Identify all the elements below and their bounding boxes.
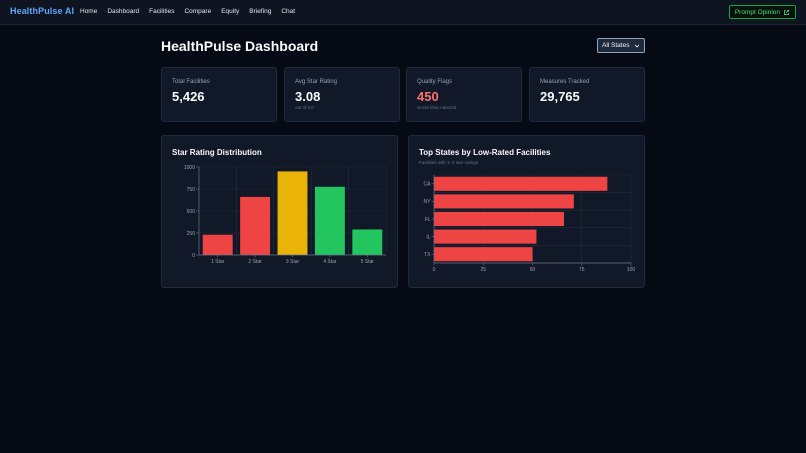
x-tick-label: 3 Star: [286, 259, 300, 265]
y-tick-label: CA: [424, 182, 432, 188]
stat-card-quality-flags: Quality Flags 450 worse than national: [406, 67, 522, 122]
y-tick-label: 1000: [184, 165, 195, 171]
stat-card-total-facilities: Total Facilities 5,426: [161, 67, 277, 122]
x-tick-label: 5 Star: [361, 259, 375, 265]
nav-dashboard[interactable]: Dashboard: [107, 8, 140, 15]
stat-value: 5,426: [172, 89, 205, 104]
brand-logo[interactable]: HealthPulse AI: [10, 6, 75, 16]
star-rating-chart: 0 250 500 750 1000 1 Star 2 Star 3 Star 4 Star 5 …: [184, 165, 387, 265]
top-navbar: HealthPulse AI Home Dashboard Facilities…: [0, 0, 806, 25]
stat-value: 450: [417, 89, 439, 104]
stat-label: Quality Flags: [417, 79, 453, 85]
stat-sub: out of 5.0: [295, 105, 314, 110]
chevron-down-icon: [634, 44, 640, 47]
y-tick-label: 250: [187, 231, 196, 237]
bar: [277, 171, 308, 255]
nav-home[interactable]: Home: [80, 8, 98, 15]
bar: [434, 247, 533, 262]
bar: [202, 234, 233, 255]
y-tick-label: 500: [187, 209, 196, 215]
state-select-value: All States: [602, 42, 630, 49]
y-tick-label: NY: [424, 199, 432, 205]
x-tick-label: 25: [480, 267, 486, 273]
chart-subtitle: Facilities with 1–2 star ratings: [419, 160, 479, 165]
y-tick-label: 0: [192, 253, 195, 259]
bar: [434, 229, 537, 244]
bar: [434, 176, 608, 191]
low-rated-states-chart: 0 25 50 75 100 CA NY FL IL TX: [424, 174, 636, 273]
x-tick-label: 100: [627, 267, 636, 273]
star-rating-panel: Star Rating Distribution 0 250 500 750 1000 1…: [161, 135, 398, 288]
x-tick-label: 75: [579, 267, 585, 273]
chart-title: Top States by Low-Rated Facilities: [419, 148, 551, 157]
bar: [352, 229, 383, 255]
y-tick-label: FL: [425, 217, 431, 223]
y-tick-label: TX: [424, 252, 431, 258]
low-rated-states-panel: Top States by Low-Rated Facilities Facil…: [408, 135, 645, 288]
nav-facilities[interactable]: Facilities: [149, 8, 175, 15]
stat-value: 29,765: [540, 89, 580, 104]
y-tick-label: IL: [426, 234, 430, 240]
bar: [434, 194, 574, 209]
stat-label: Measures Tracked: [540, 79, 590, 85]
stat-card-avg-star-rating: Avg Star Rating 3.08 out of 5.0: [284, 67, 400, 122]
x-tick-label: 50: [530, 267, 536, 273]
stat-label: Avg Star Rating: [295, 79, 337, 85]
stat-sub: worse than national: [417, 105, 457, 110]
bar: [434, 211, 565, 227]
nav-equity[interactable]: Equity: [221, 8, 240, 15]
bar: [314, 186, 345, 255]
nav-compare[interactable]: Compare: [184, 8, 212, 15]
prompt-opinion-label: Prompt Opinion: [734, 8, 780, 16]
state-select[interactable]: All States: [597, 38, 645, 53]
x-tick-label: 4 Star: [323, 259, 337, 265]
stat-value: 3.08: [295, 89, 321, 104]
chart-title: Star Rating Distribution: [172, 148, 262, 157]
bar: [240, 196, 271, 255]
prompt-opinion-button[interactable]: Prompt Opinion: [728, 5, 796, 19]
x-tick-label: 1 Star: [211, 259, 225, 265]
nav-chat[interactable]: Chat: [281, 8, 296, 15]
external-link-icon: [784, 9, 789, 15]
stat-label: Total Facilities: [172, 79, 210, 85]
page-title: HealthPulse Dashboard: [161, 38, 319, 54]
nav-briefing[interactable]: Briefing: [249, 8, 272, 15]
x-tick-label: 0: [433, 267, 436, 273]
main-nav: Home Dashboard Facilities Compare Equity…: [80, 8, 295, 15]
y-tick-label: 750: [187, 187, 196, 193]
stat-card-measures-tracked: Measures Tracked 29,765: [529, 67, 645, 122]
x-tick-label: 2 Star: [248, 259, 262, 265]
